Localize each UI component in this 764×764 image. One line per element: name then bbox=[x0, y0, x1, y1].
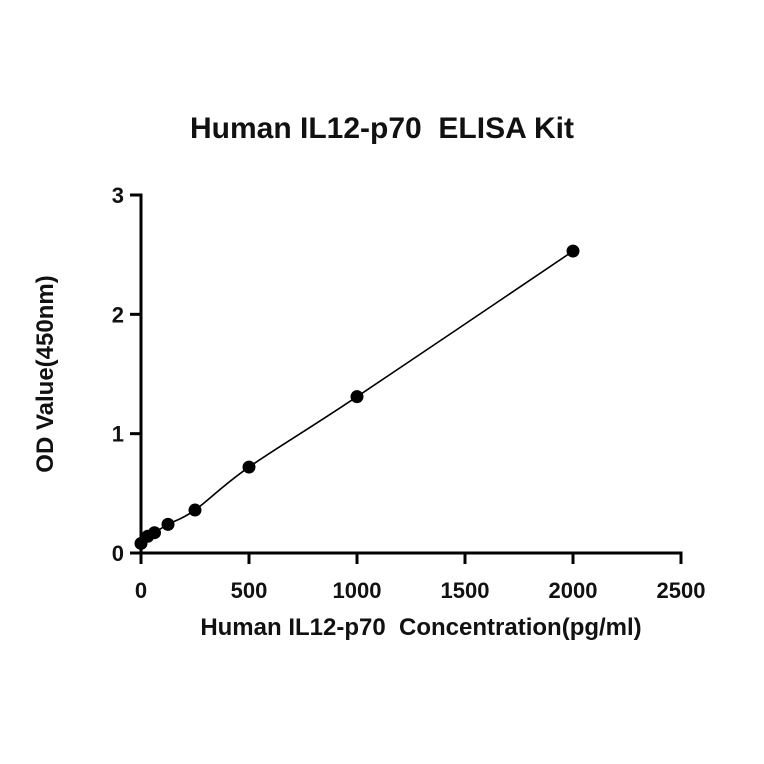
x-tick-label: 500 bbox=[231, 578, 268, 603]
x-tick-label: 1000 bbox=[333, 578, 382, 603]
x-tick-label: 2000 bbox=[549, 578, 598, 603]
y-tick-label: 2 bbox=[112, 302, 124, 327]
x-tick-label: 1500 bbox=[441, 578, 490, 603]
data-point bbox=[242, 460, 256, 474]
data-point bbox=[350, 390, 364, 404]
x-axis-label: Human IL12-p70 Concentration(pg/ml) bbox=[200, 614, 642, 641]
y-tick-label: 0 bbox=[112, 541, 124, 566]
data-point bbox=[566, 244, 580, 258]
y-tick-label: 1 bbox=[112, 422, 124, 447]
data-point bbox=[148, 526, 161, 540]
y-tick-label: 3 bbox=[112, 183, 124, 208]
data-point bbox=[188, 503, 202, 517]
x-tick-label: 0 bbox=[135, 578, 147, 603]
data-point bbox=[161, 517, 175, 531]
x-tick-label: 2500 bbox=[657, 578, 706, 603]
chart-title: Human IL12-p70 ELISA Kit bbox=[190, 112, 574, 145]
